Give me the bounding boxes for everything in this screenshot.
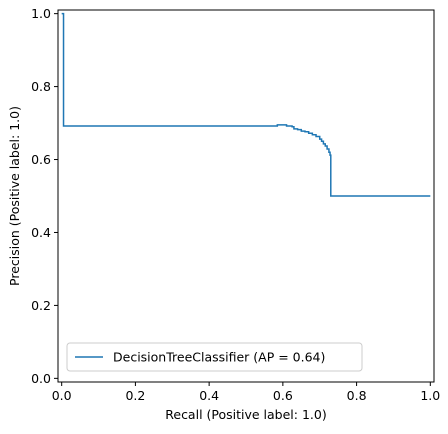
- y-tick-label: 0.8: [31, 79, 51, 94]
- plot-frame: [57, 9, 435, 383]
- y-tick-label: 0.4: [31, 225, 51, 240]
- y-tick-label: 0.2: [31, 298, 51, 313]
- legend: DecisionTreeClassifier (AP = 0.64): [66, 342, 363, 372]
- x-axis-label: Recall (Positive label: 1.0): [165, 407, 326, 422]
- y-tick-label: 0.0: [31, 371, 51, 386]
- plot-axes: 0.0 0.2 0.4 0.6 0.8 1.0 0.0 0.2 0.4 0.6 0.8 1.0: [31, 6, 440, 403]
- legend-label: DecisionTreeClassifier (AP = 0.64): [113, 350, 325, 365]
- x-tick-label: 0.4: [199, 388, 219, 403]
- y-axis-label: Precision (Positive label: 1.0): [7, 106, 22, 286]
- y-tick-label: 1.0: [31, 6, 51, 21]
- legend-box: [66, 342, 363, 372]
- x-tick-label: 0.6: [273, 388, 293, 403]
- x-tick-label: 1.0: [420, 388, 440, 403]
- x-tick-label: 0.2: [125, 388, 145, 403]
- series-line: [61, 12, 431, 197]
- x-tick-label: 0.8: [347, 388, 367, 403]
- x-tick-label: 0.0: [52, 388, 72, 403]
- series-layer: [61, 12, 431, 197]
- y-tick-label: 0.6: [31, 152, 51, 167]
